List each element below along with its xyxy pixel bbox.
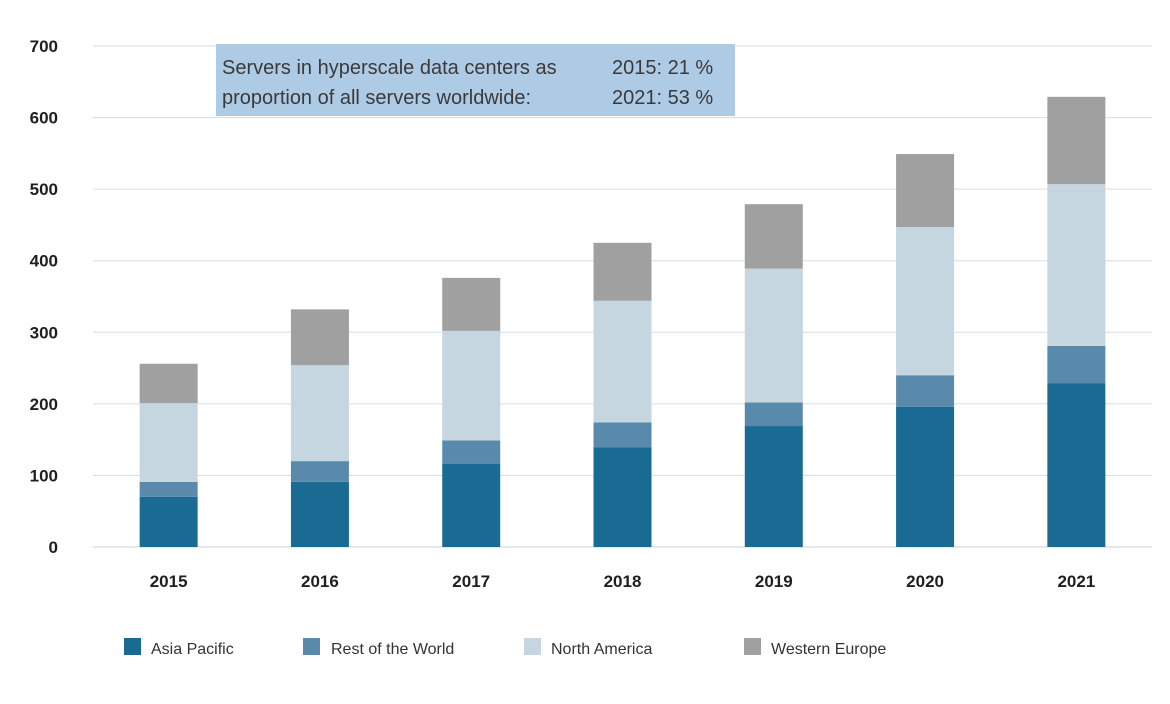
legend-label-asia-pacific: Asia Pacific <box>151 641 234 658</box>
legend-item-asia-pacific: Asia Pacific <box>124 638 234 658</box>
bar-2016-rest-of-the-world <box>290 461 349 482</box>
legend-label-western-europe: Western Europe <box>771 641 886 658</box>
y-axis-ticks: 0 100 200 300 400 500 600 700 <box>30 37 58 557</box>
y-tick-label-0: 0 <box>49 538 58 557</box>
x-tick-label-2015: 2015 <box>150 572 188 591</box>
bar-2017-asia-pacific <box>442 463 501 547</box>
bar-2019-rest-of-the-world <box>744 402 803 427</box>
y-tick-label-600: 600 <box>30 109 58 128</box>
legend-swatch-north-america <box>524 638 541 655</box>
bar-2017-rest-of-the-world <box>442 440 501 464</box>
y-tick-label-700: 700 <box>30 37 58 56</box>
legend-swatch-rest-of-the-world <box>303 638 320 655</box>
legend-swatch-asia-pacific <box>124 638 141 655</box>
bar-2020-north-america <box>896 227 955 376</box>
legend-item-north-america: North America <box>524 638 652 658</box>
bar-2016-western-europe <box>290 309 349 366</box>
annotation-line2-right: 2021: 53 % <box>612 87 713 109</box>
x-tick-label-2016: 2016 <box>301 572 339 591</box>
bar-2021-north-america <box>1047 184 1106 346</box>
x-tick-label-2018: 2018 <box>604 572 642 591</box>
x-axis-ticks: 2015 2016 2017 2018 2019 2020 2021 <box>150 572 1096 591</box>
y-tick-label-100: 100 <box>30 466 58 485</box>
bar-2020-asia-pacific <box>896 406 955 547</box>
bar-2019-western-europe <box>744 204 803 269</box>
x-tick-label-2017: 2017 <box>452 572 490 591</box>
annotation-box: Servers in hyperscale data centers as pr… <box>216 44 735 116</box>
annotation-line1-left: Servers in hyperscale data centers as <box>222 57 557 79</box>
legend-swatch-western-europe <box>744 638 761 655</box>
bar-2018-rest-of-the-world <box>593 422 652 448</box>
legend-item-rest-of-the-world: Rest of the World <box>303 638 454 658</box>
bar-2018-asia-pacific <box>593 447 652 547</box>
x-tick-label-2021: 2021 <box>1057 572 1095 591</box>
x-tick-label-2020: 2020 <box>906 572 944 591</box>
bar-2016-north-america <box>290 365 349 462</box>
bar-2017-north-america <box>442 330 501 441</box>
bar-2018-north-america <box>593 300 652 423</box>
bar-2021-western-europe <box>1047 96 1106 185</box>
annotation-background <box>216 44 735 116</box>
bar-2015-asia-pacific <box>139 496 198 547</box>
bar-2018-western-europe <box>593 242 652 301</box>
annotation-line2-left: proportion of all servers worldwide: <box>222 87 531 109</box>
bar-2020-rest-of-the-world <box>896 375 955 407</box>
y-tick-label-300: 300 <box>30 323 58 342</box>
legend-label-north-america: North America <box>551 641 652 658</box>
bar-2015-rest-of-the-world <box>139 481 198 497</box>
legend-label-rest-of-the-world: Rest of the World <box>331 641 454 658</box>
bar-2015-western-europe <box>139 363 198 404</box>
y-tick-label-500: 500 <box>30 180 58 199</box>
annotation-line1-right: 2015: 21 % <box>612 57 713 79</box>
y-tick-label-400: 400 <box>30 252 58 271</box>
x-tick-label-2019: 2019 <box>755 572 793 591</box>
bars <box>139 96 1106 547</box>
bar-2019-north-america <box>744 268 803 403</box>
bar-2021-asia-pacific <box>1047 383 1106 547</box>
bar-2021-rest-of-the-world <box>1047 345 1106 384</box>
bar-2019-asia-pacific <box>744 426 803 547</box>
bar-2016-asia-pacific <box>290 481 349 547</box>
bar-2020-western-europe <box>896 154 955 228</box>
bar-2015-north-america <box>139 403 198 482</box>
legend: Asia Pacific Rest of the World North Ame… <box>124 638 886 658</box>
legend-item-western-europe: Western Europe <box>744 638 886 658</box>
bar-2017-western-europe <box>442 277 501 331</box>
y-tick-label-200: 200 <box>30 395 58 414</box>
